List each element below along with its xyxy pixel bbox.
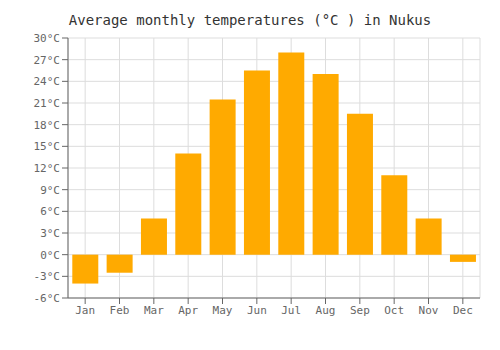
svg-text:Oct: Oct xyxy=(384,304,404,317)
svg-text:0°C: 0°C xyxy=(40,249,60,262)
svg-text:12°C: 12°C xyxy=(34,162,61,175)
svg-text:-3°C: -3°C xyxy=(34,270,61,283)
svg-text:Mar: Mar xyxy=(144,304,164,317)
svg-text:6°C: 6°C xyxy=(40,205,60,218)
svg-text:May: May xyxy=(213,304,233,317)
svg-text:27°C: 27°C xyxy=(34,54,61,67)
svg-text:Jul: Jul xyxy=(281,304,301,317)
html-text:Average monthly temperatures (: Average monthly temperatures (°C ) in Nu… xyxy=(68,12,432,28)
svg-text:3°C: 3°C xyxy=(40,227,60,240)
svg-text:15°C: 15°C xyxy=(34,140,61,153)
svg-text:24°C: 24°C xyxy=(34,75,61,88)
svg-text:Nov: Nov xyxy=(419,304,439,317)
svg-text:9°C: 9°C xyxy=(40,184,60,197)
svg-text:Jan: Jan xyxy=(75,304,95,317)
svg-text:Jun: Jun xyxy=(247,304,267,317)
svg-text:18°C: 18°C xyxy=(34,119,61,132)
svg-text:Apr: Apr xyxy=(178,304,198,317)
svg-text:Sep: Sep xyxy=(350,304,370,317)
svg-text:21°C: 21°C xyxy=(34,97,61,110)
svg-text:-6°C: -6°C xyxy=(34,292,61,305)
svg-text:Dec: Dec xyxy=(453,304,473,317)
svg-text:30°C: 30°C xyxy=(34,32,61,45)
svg-text:Aug: Aug xyxy=(316,304,336,317)
svg-text:Feb: Feb xyxy=(110,304,130,317)
